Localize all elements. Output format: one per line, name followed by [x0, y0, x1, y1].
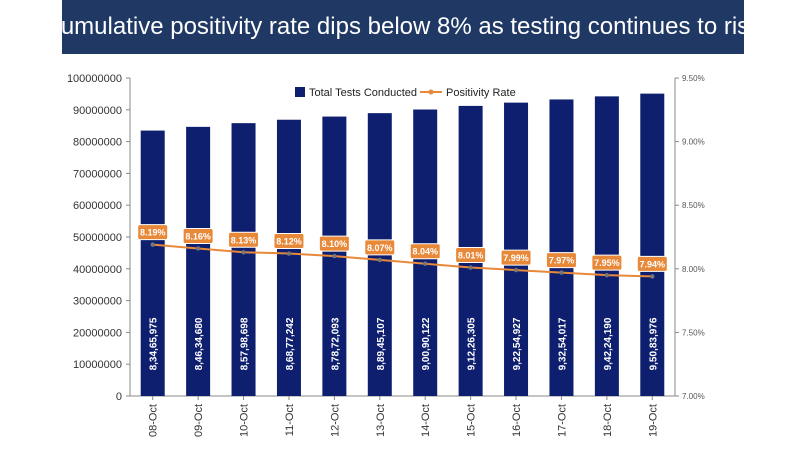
bar — [549, 99, 574, 397]
line-point — [513, 267, 519, 273]
y-left-tick-label: 80000000 — [73, 137, 122, 149]
line-label-box — [545, 252, 577, 269]
line-point — [377, 257, 382, 263]
bar-data-label: 8,78,72,093 — [330, 317, 341, 370]
bar-data-label: 8,57,98,698 — [240, 317, 251, 370]
line-point — [241, 250, 246, 255]
line-data-label: 8.12% — [276, 237, 302, 247]
x-tick-label: 12-Oct — [329, 404, 341, 437]
y-left-tick-label: 100000000 — [67, 73, 122, 85]
line-label-box — [137, 224, 169, 241]
line-point — [195, 246, 201, 251]
line-data-label: 8.01% — [458, 251, 484, 261]
y-left-tick-label: 90000000 — [73, 105, 122, 117]
bar-data-label: 8,46,34,680 — [194, 317, 205, 370]
line-point — [150, 242, 155, 247]
y-right-tick-label: 7.00% — [682, 392, 705, 401]
line-label-box — [364, 239, 396, 256]
y-left-tick-label: 10000000 — [73, 359, 122, 371]
legend-marker-line — [428, 89, 434, 95]
y-right-tick-label: 9.00% — [682, 138, 705, 147]
line-data-label: 7.95% — [594, 258, 620, 268]
line-data-label: 8.16% — [185, 231, 211, 241]
legend-label-bar: Total Tests Conducted — [309, 87, 417, 99]
x-tick-label: 10-Oct — [239, 404, 251, 437]
y-left-tick-label: 20000000 — [73, 327, 122, 339]
bar-data-label: 9,50,83,976 — [648, 317, 659, 370]
bar — [594, 96, 619, 397]
bar-data-label: 9,12,26,305 — [467, 317, 478, 370]
y-left-tick-label: 60000000 — [73, 200, 122, 212]
bar-data-label: 8,34,65,975 — [149, 317, 160, 370]
line-data-label: 8.04% — [412, 247, 438, 257]
x-tick-label: 19-Oct — [647, 404, 659, 437]
page-title: Cumulative positivity rate dips below 8%… — [43, 13, 763, 40]
line-data-label: 8.07% — [367, 243, 393, 253]
y-right-tick-label: 8.00% — [682, 265, 705, 274]
bar — [640, 93, 665, 396]
line-data-label: 7.97% — [549, 256, 575, 266]
line-data-label: 8.19% — [140, 228, 166, 238]
title-bar: Cumulative positivity rate dips below 8%… — [44, 0, 763, 54]
x-tick-label: 13-Oct — [375, 404, 387, 437]
line-point — [559, 270, 564, 275]
line-label-box — [500, 249, 532, 266]
line-label-box — [455, 247, 487, 264]
legend-label-line: Positivity Rate — [446, 87, 516, 99]
y-left-tick-label: 40000000 — [73, 264, 122, 276]
x-tick-label: 09-Oct — [193, 404, 205, 437]
line-point — [286, 251, 292, 256]
line-label-box — [409, 243, 441, 260]
x-tick-label: 11-Oct — [284, 404, 296, 436]
x-tick-label: 14-Oct — [420, 404, 432, 437]
y-right-tick-label: 9.50% — [682, 74, 705, 83]
line-data-label: 7.99% — [503, 253, 529, 263]
line-point — [423, 261, 428, 266]
x-tick-label: 08-Oct — [148, 404, 160, 437]
y-right-tick-label: 8.50% — [682, 201, 705, 210]
y-left-tick-label: 0 — [116, 391, 122, 403]
line-label-box — [273, 233, 305, 250]
line-label-box — [636, 255, 668, 272]
line-point — [332, 253, 337, 259]
y-left-tick-label: 70000000 — [73, 168, 122, 180]
line-label-box — [318, 235, 350, 252]
bar — [231, 123, 256, 396]
line-label-box — [182, 227, 214, 244]
line-data-label: 8.13% — [231, 235, 257, 245]
x-tick-label: 15-Oct — [466, 404, 478, 437]
line-label-box — [228, 231, 260, 248]
bar-data-label: 8,68,77,242 — [285, 317, 296, 370]
y-left-tick-label: 50000000 — [73, 232, 122, 244]
series-line-positivity-rate — [152, 243, 653, 278]
line-data-label: 7.94% — [640, 259, 666, 269]
legend-swatch-bar — [295, 87, 305, 97]
bar — [140, 130, 165, 397]
x-tick-label: 16-Oct — [511, 404, 523, 437]
y-right-tick-label: 7.50% — [682, 328, 705, 337]
bar-data-label: 9,22,54,927 — [512, 317, 523, 370]
bar — [276, 119, 301, 396]
bar — [504, 102, 529, 396]
bar-data-label: 9,32,54,017 — [557, 317, 568, 370]
bar — [186, 126, 211, 396]
x-tick-label: 17-Oct — [556, 404, 568, 437]
y-left-tick-label: 30000000 — [73, 296, 122, 308]
bar-data-label: 9,42,24,190 — [603, 317, 614, 370]
line-point — [604, 272, 610, 278]
x-tick-label: 18-Oct — [602, 404, 614, 437]
line-point — [468, 265, 473, 270]
bar-data-label: 9,00,90,122 — [421, 317, 432, 370]
line-data-label: 8.10% — [322, 239, 348, 249]
line-point — [650, 274, 655, 279]
line-label-box — [591, 254, 623, 271]
bar-data-label: 8,89,45,107 — [376, 317, 387, 370]
